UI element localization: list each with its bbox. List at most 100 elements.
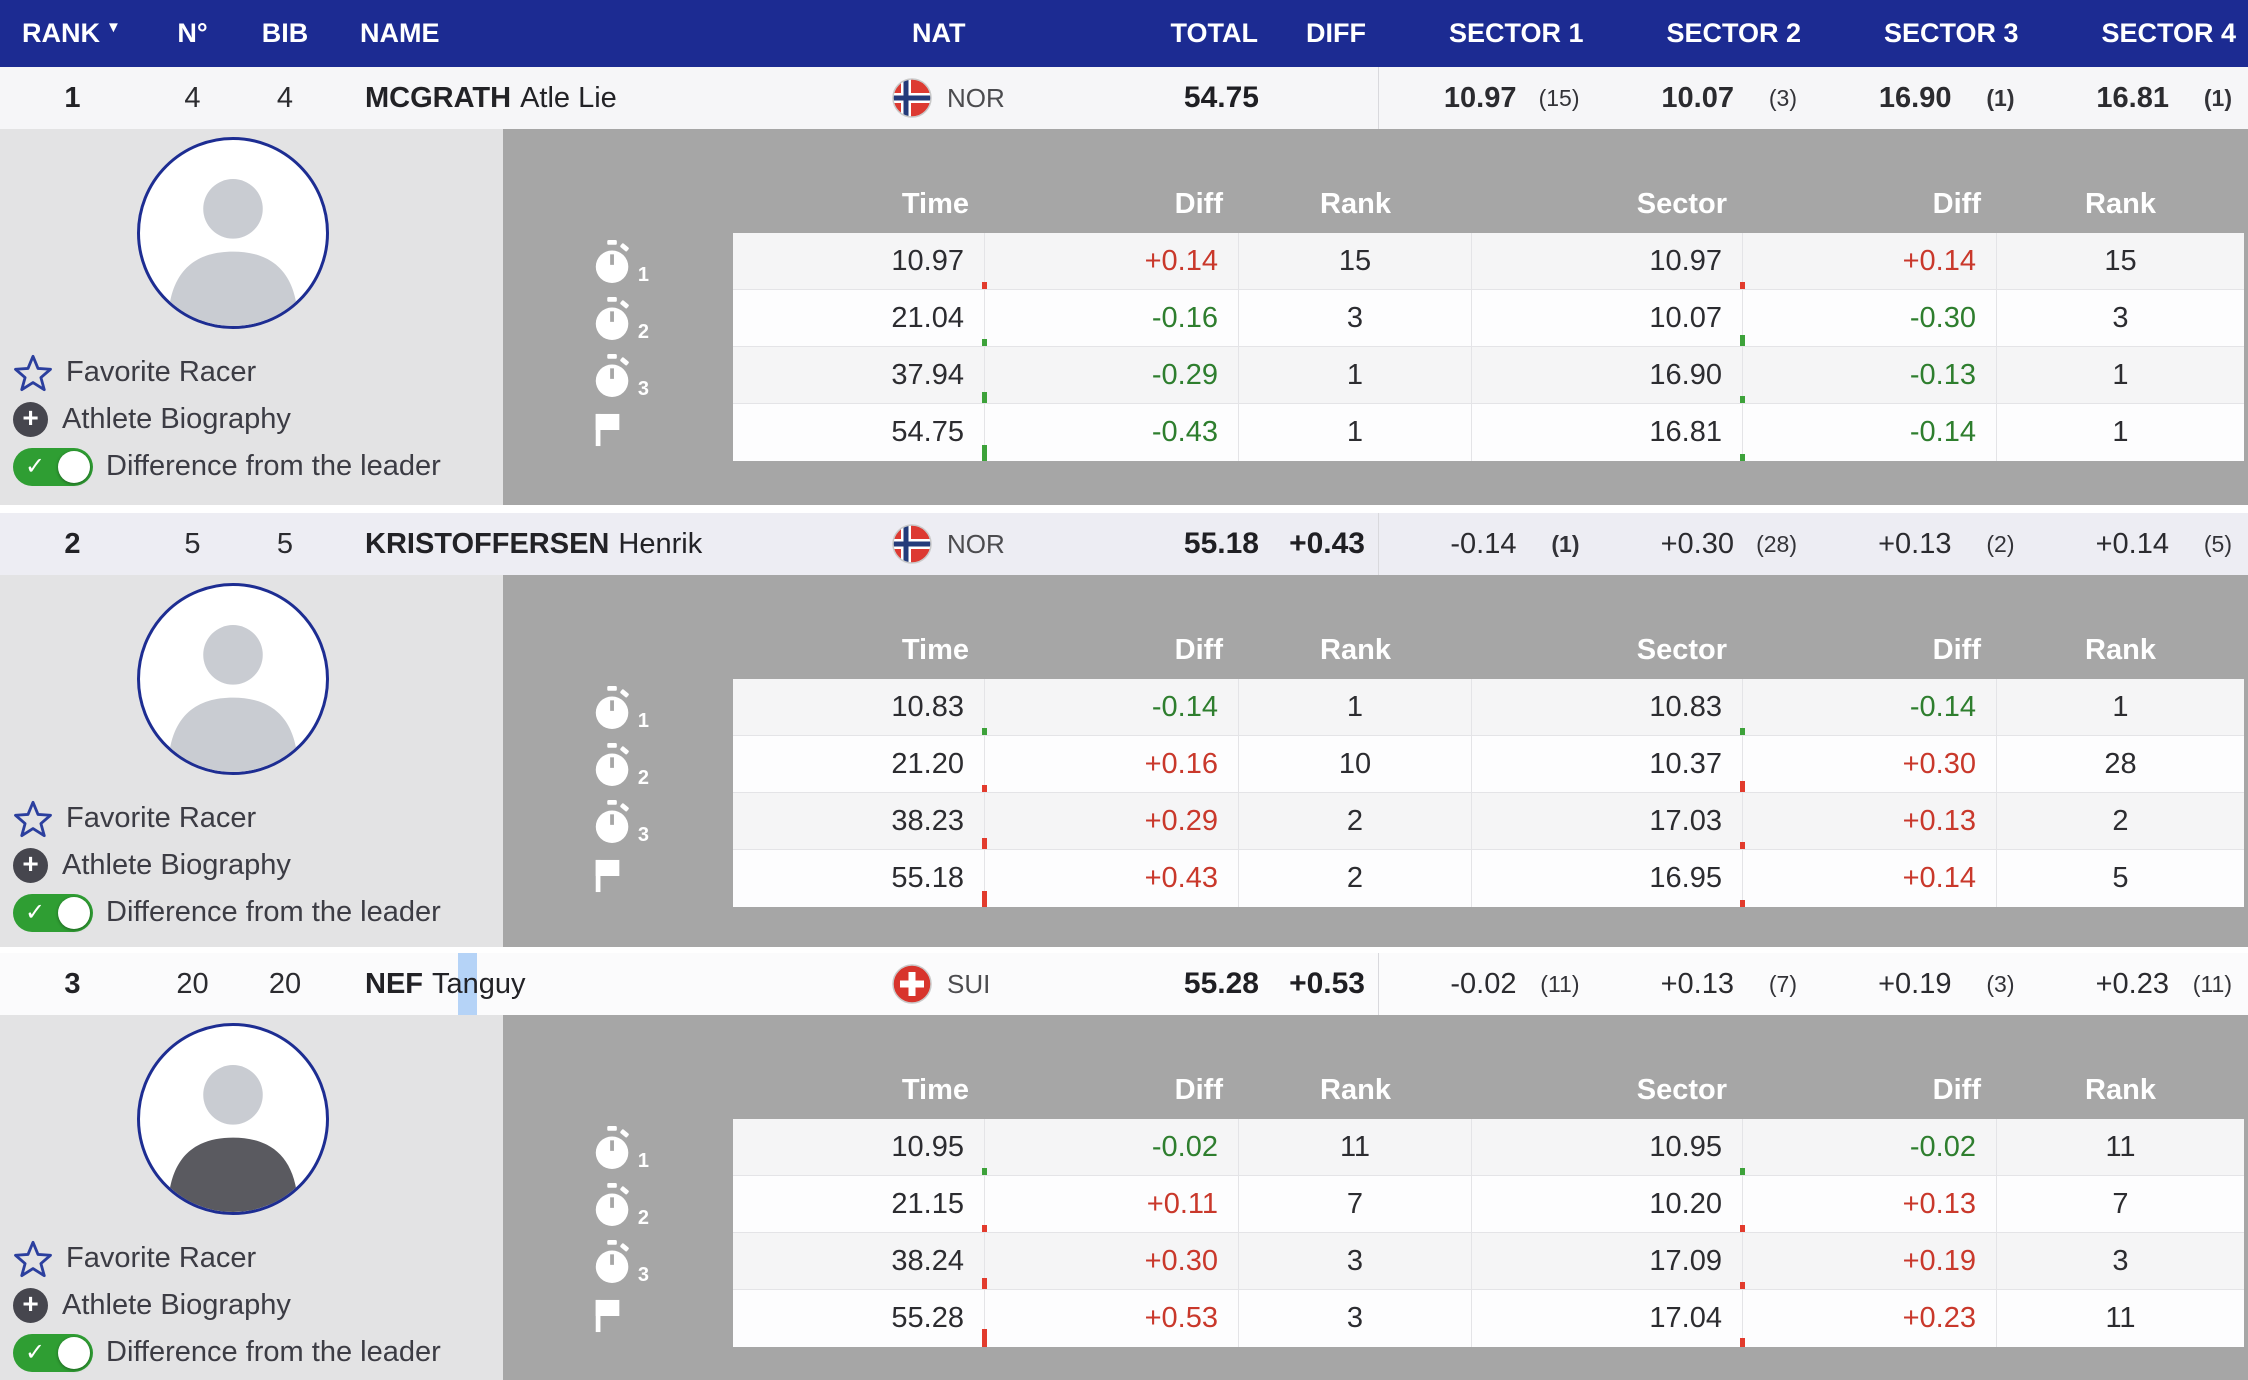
difference-toggle[interactable]: ✓ [13, 893, 93, 932]
nat-code: NOR [947, 82, 1005, 113]
flag-norway-icon [892, 78, 932, 118]
athlete-biography-button[interactable]: + Athlete Biography [13, 842, 503, 889]
diff-tick [982, 282, 987, 289]
check-icon: ✓ [25, 1338, 46, 1366]
finish-flag-icon [591, 1296, 641, 1342]
difference-toggle[interactable]: ✓ [13, 447, 93, 486]
stopwatch-3-icon: 3 [591, 353, 649, 400]
athlete-biography-button[interactable]: + Athlete Biography [13, 396, 503, 443]
split-row: 38.24 +0.30 3 17.09 +0.19 3 [733, 1233, 2244, 1290]
difference-toggle-row: ✓ Difference from the leader [13, 889, 503, 936]
stopwatch-1-icon: 1 [591, 239, 649, 286]
split-icons-column: 1 2 3 [503, 679, 733, 907]
number-value: 5 [184, 527, 201, 560]
stopwatch-2-icon: 2 [591, 296, 649, 343]
sector-2-result: 10.07 (3) [1661, 81, 1797, 114]
star-icon [13, 353, 53, 393]
racer-sidebar: Favorite Racer + Athlete Biography ✓ Dif… [0, 129, 503, 505]
nationality: NOR [880, 67, 1100, 129]
diff-tick [1740, 454, 1745, 461]
athlete-biography-button[interactable]: + Athlete Biography [13, 1282, 503, 1329]
header-nat[interactable]: NAT [912, 18, 966, 48]
toggle-knob [58, 450, 90, 483]
split-row: 54.75 -0.43 1 16.81 -0.14 1 [733, 404, 2244, 461]
racer-sidebar: Favorite Racer + Athlete Biography ✓ Dif… [0, 1015, 503, 1380]
diff-tick [982, 891, 987, 907]
athlete-photo [137, 137, 329, 329]
number-value: 20 [176, 967, 209, 1000]
rank-value: 2 [64, 527, 81, 560]
finish-flag-icon [591, 856, 641, 902]
total-time: 55.18 [1183, 527, 1259, 560]
athlete-name[interactable]: MCGRATH Atle Lie [365, 81, 617, 114]
result-row[interactable]: 3 20 20 NEF Tanguy SUI 55.28 +0.53 -0.02(… [0, 953, 2248, 1015]
header-sector-1[interactable]: SECTOR 1 [1448, 18, 1584, 48]
splits-table: 10.97 +0.14 15 10.97 +0.14 15 21.04 -0.1… [733, 233, 2244, 461]
difference-toggle-row: ✓ Difference from the leader [13, 1329, 503, 1376]
bib-value: 5 [276, 527, 294, 560]
diff-to-leader: +0.43 [1289, 527, 1365, 560]
split-row: 21.20 +0.16 10 10.37 +0.30 28 [733, 736, 2244, 793]
diff-tick [982, 838, 987, 849]
diff-tick [1740, 396, 1745, 403]
sector-2-result: +0.30 (28) [1660, 527, 1797, 560]
section-divider [0, 505, 2248, 513]
difference-toggle-row: ✓ Difference from the leader [13, 443, 503, 490]
athlete-name[interactable]: KRISTOFFERSEN Henrik [365, 527, 703, 560]
split-icons-column: 1 2 3 [503, 233, 733, 461]
diff-tick [1740, 900, 1745, 907]
athlete-name[interactable]: NEF Tanguy [330, 953, 880, 1015]
header-name[interactable]: NAME [360, 18, 440, 48]
stopwatch-2-icon: 2 [591, 742, 649, 789]
result-row[interactable]: 2 5 5 KRISTOFFERSEN Henrik NOR 55.18 +0.4… [0, 513, 2248, 575]
result-row[interactable]: 1 4 4 MCGRATH Atle Lie NOR 54.75 10.97 (15… [0, 67, 2248, 129]
diff-tick [1740, 842, 1745, 849]
flag-norway-icon [892, 524, 932, 564]
split-row: 55.18 +0.43 2 16.95 +0.14 5 [733, 850, 2244, 907]
athlete-photo [137, 583, 329, 775]
racer-detail-panel: Favorite Racer + Athlete Biography ✓ Dif… [0, 129, 2248, 505]
nationality: SUI [880, 953, 1100, 1015]
racer-detail-panel: Favorite Racer + Athlete Biography ✓ Dif… [0, 575, 2248, 947]
results-table-header: RANK ▼ N° BIB NAME NAT TOTAL DIFF SECTOR … [0, 0, 2248, 67]
favorite-racer-button[interactable]: Favorite Racer [13, 1235, 503, 1282]
racer-section-nef: 3 20 20 NEF Tanguy SUI 55.28 +0.53 -0.02(… [0, 953, 2248, 1380]
stopwatch-3-icon: 3 [591, 1239, 649, 1286]
split-row: 21.15 +0.11 7 10.20 +0.13 7 [733, 1176, 2244, 1233]
racer-detail-panel: Favorite Racer + Athlete Biography ✓ Dif… [0, 1015, 2248, 1380]
diff-tick [982, 1225, 987, 1232]
splits-table: 10.83 -0.14 1 10.83 -0.14 1 21.20 +0.16 … [733, 679, 2244, 907]
header-total[interactable]: TOTAL [1170, 18, 1259, 48]
rank-value: 3 [64, 967, 81, 1000]
favorite-racer-button[interactable]: Favorite Racer [13, 795, 503, 842]
split-row: 55.28 +0.53 3 17.04 +0.23 11 [733, 1290, 2244, 1347]
star-icon [13, 1239, 53, 1279]
header-sector-3[interactable]: SECTOR 3 [1883, 18, 2019, 48]
check-icon: ✓ [25, 452, 46, 480]
flag-switzerland-icon [892, 964, 932, 1004]
header-rank[interactable]: RANK ▼ [22, 18, 121, 48]
bib-value: 4 [276, 81, 294, 114]
diff-tick [982, 1278, 987, 1289]
favorite-racer-button[interactable]: Favorite Racer [13, 349, 503, 396]
stopwatch-2-icon: 2 [591, 1182, 649, 1229]
header-diff[interactable]: DIFF [1306, 18, 1366, 48]
stopwatch-3-icon: 3 [591, 799, 649, 846]
difference-toggle[interactable]: ✓ [13, 1333, 93, 1372]
header-bib[interactable]: BIB [261, 18, 309, 48]
number-value: 4 [184, 81, 201, 114]
splits-header: Time Diff Rank Sector Diff Rank [901, 1073, 2156, 1106]
sector-4-result: +0.14 (5) [2095, 527, 2232, 560]
diff-tick [982, 445, 987, 461]
split-row: 10.95 -0.02 11 10.95 -0.02 11 [733, 1119, 2244, 1176]
diff-tick [1740, 781, 1745, 792]
racer-section-mcgrath: 1 4 4 MCGRATH Atle Lie NOR 54.75 10.97 (15… [0, 67, 2248, 505]
header-number[interactable]: N° [177, 18, 208, 48]
splits-detail-area: Time Diff Rank Sector Diff Rank 1 2 3 10… [503, 1015, 2248, 1380]
splits-header: Time Diff Rank Sector Diff Rank [901, 633, 2156, 666]
diff-tick [982, 785, 987, 792]
split-row: 37.94 -0.29 1 16.90 -0.13 1 [733, 347, 2244, 404]
nationality: NOR [880, 513, 1100, 575]
header-sector-2[interactable]: SECTOR 2 [1666, 18, 1801, 48]
header-sector-4[interactable]: SECTOR 4 [2101, 18, 2236, 48]
